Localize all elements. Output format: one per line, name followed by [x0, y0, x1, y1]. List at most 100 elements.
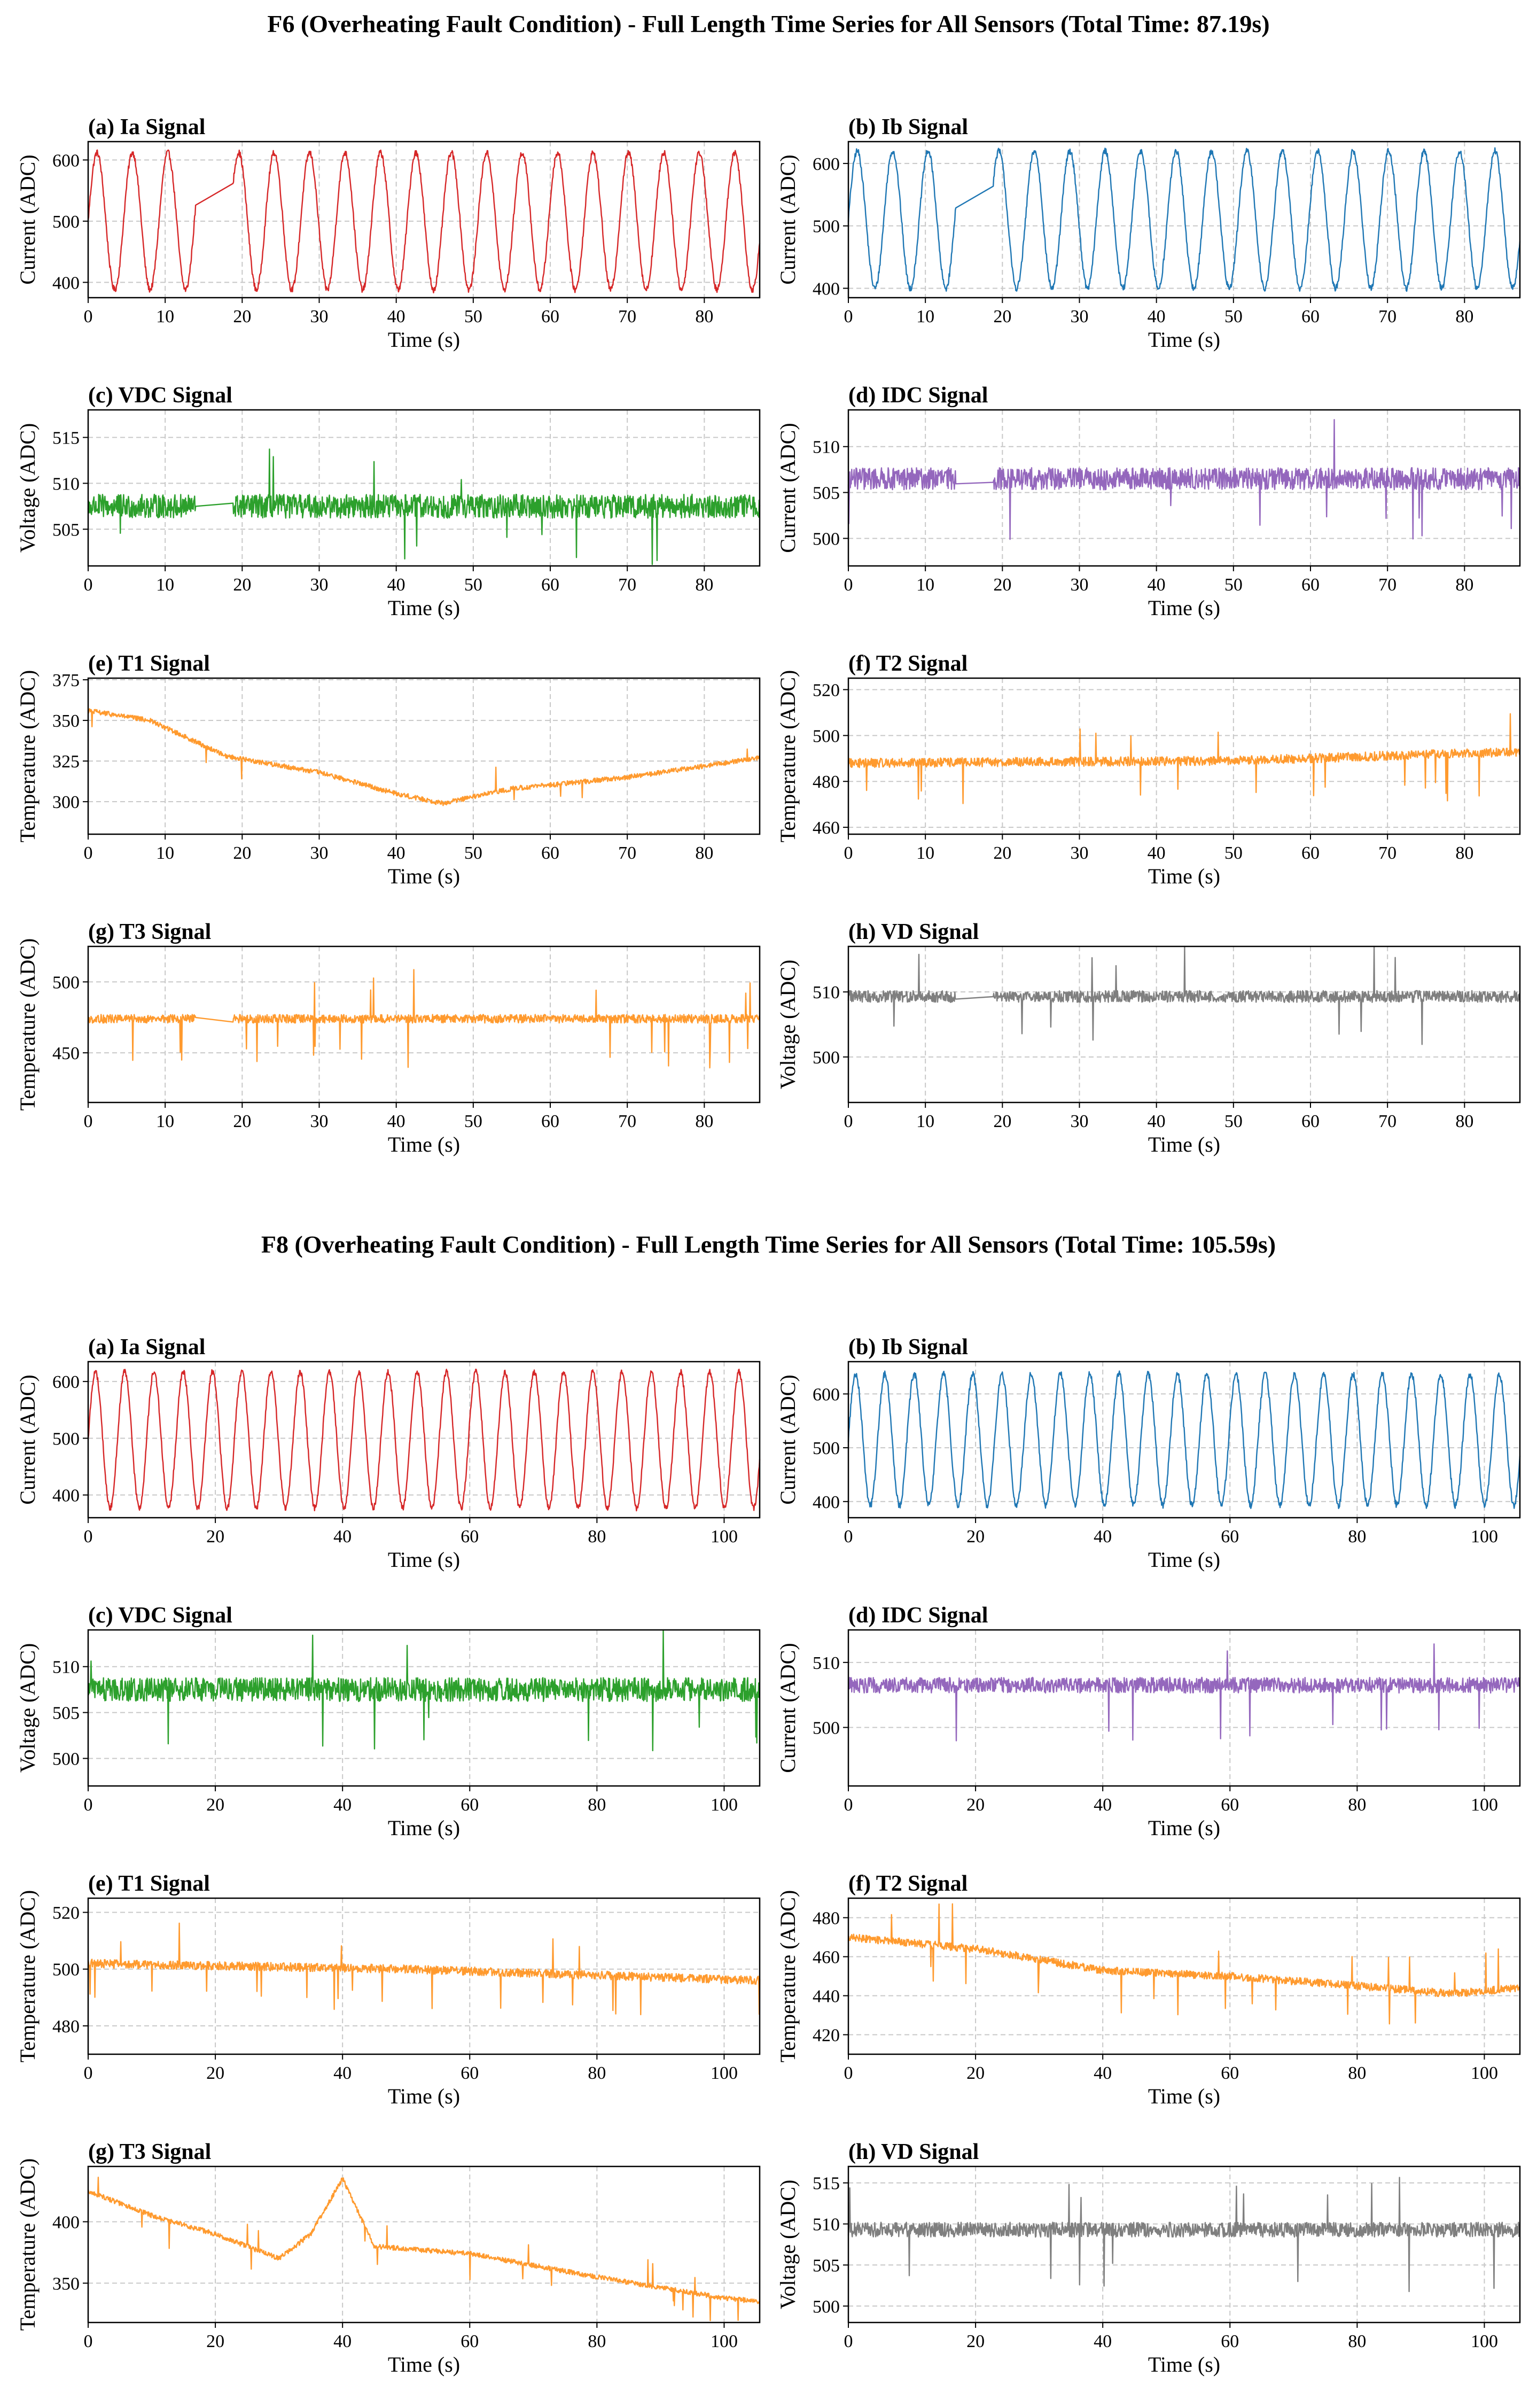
fig8-panel-a-axes-frame [87, 1361, 761, 1519]
fig8-panel-d-ytick-label: 510 [813, 1653, 840, 1673]
fig6-panel-d-axes-frame [847, 409, 1521, 567]
fig8-panel-g-title: (g) T3 Signal [88, 2140, 211, 2164]
fig8-panel-h-ytick-label: 500 [813, 2297, 840, 2317]
fig6-panel-e-grid [88, 678, 760, 834]
fig8-panel-e-series-line [87, 1922, 761, 2016]
fig8-panel-b-xtick-label: 80 [1348, 1527, 1366, 1547]
fig8-panel-c-xlabel: Time (s) [388, 1816, 460, 1840]
fig8-panel-b-xtick-label: 100 [1471, 1527, 1498, 1547]
fig8-panel-h-grid [848, 2166, 1520, 2322]
fig8-panel-h-xlabel: Time (s) [1148, 2352, 1220, 2376]
fig6-panel-h-xtick-label: 50 [1224, 1112, 1243, 1131]
fig8-panel-c-title: (c) VDC Signal [88, 1603, 232, 1628]
fig6-panel-a-xtick-label: 40 [387, 307, 405, 327]
fig8-panel-b-xtick-label: 40 [1094, 1527, 1112, 1547]
fig6-panel-f-xtick-label: 60 [1301, 843, 1320, 863]
fig6-panel-e-ytick-label: 325 [52, 752, 80, 772]
fig6-panel-c-xtick-label: 80 [695, 575, 713, 595]
fig6-panel-g-ylabel: Temperature (ADC) [15, 938, 40, 1111]
fig8-panel-b-xtick-label: 60 [1221, 1527, 1239, 1547]
fig6-panel-f-xtick-label: 20 [993, 843, 1011, 863]
fig8-panel-f-ytick-label: 480 [813, 1909, 840, 1929]
fig6-panel-h-series-line [847, 945, 1521, 1045]
fig6-panel-e-ytick-label: 300 [52, 793, 80, 812]
fig8-panel-f-ytick-label: 460 [813, 1948, 840, 1968]
fig6-panel-a-xtick-label: 10 [156, 307, 174, 327]
fig6-panel-h-xtick-label: 0 [844, 1112, 853, 1131]
fig6-panel-c-xtick-label: 30 [310, 575, 329, 595]
figure-title-f8: F8 (Overheating Fault Condition) - Full … [261, 1231, 1276, 1258]
fig6-panel-b-title: (b) Ib Signal [848, 115, 968, 139]
fig6-panel-d-xtick-label: 50 [1224, 575, 1243, 595]
fig6-panel-f-ytick-label: 500 [813, 726, 840, 746]
fig8-panel-a-ytick-label: 400 [52, 1486, 80, 1506]
figure-title-f6: F6 (Overheating Fault Condition) - Full … [267, 10, 1270, 37]
fig6-panel-b: (b) Ib Signal 0 10 20 30 40 50 60 70 80 400 500 600 T… [776, 115, 1521, 352]
fig6-panel-g-xtick-label: 70 [618, 1112, 636, 1131]
fig6-panel-f-ytick-label: 520 [813, 680, 840, 700]
fig6-panel-b-xtick-label: 30 [1071, 307, 1089, 327]
fig8-panel-b-ytick-label: 600 [813, 1385, 840, 1404]
fig6-panel-h-title: (h) VD Signal [848, 920, 979, 944]
fig6-panel-f-xtick-label: 10 [916, 843, 934, 863]
fig6-panel-c-xtick-label: 20 [233, 575, 251, 595]
fig8-panel-d-xtick-label: 0 [844, 1795, 853, 1815]
fig6-panel-h-xlabel: Time (s) [1148, 1132, 1220, 1156]
fig6-panel-c-xtick-label: 40 [387, 575, 405, 595]
fig8-panel-b-series-line [847, 1370, 1521, 1509]
fig8-panel-g-xtick-label: 20 [206, 2332, 224, 2351]
fig6-panel-e-ytick-label: 375 [52, 671, 80, 690]
fig6-panel-d-xlabel: Time (s) [1148, 596, 1220, 620]
fig8-panel-h-xtick-label: 60 [1221, 2332, 1239, 2351]
fig6-panel-c-xtick-label: 0 [84, 575, 93, 595]
fig8-panel-g-series-line [87, 2177, 761, 2321]
fig6-panel-d-xtick-label: 30 [1071, 575, 1089, 595]
fig8-panel-h-title: (h) VD Signal [848, 2140, 979, 2164]
fig6-panel-h-ylabel: Voltage (ADC) [776, 960, 800, 1090]
fig8-panel-a-xtick-label: 40 [333, 1527, 352, 1547]
fig8-panel-d-title: (d) IDC Signal [848, 1603, 988, 1628]
fig6-panel-c-grid [88, 410, 760, 566]
fig6-panel-g-xtick-label: 80 [695, 1112, 713, 1131]
fig6-panel-h-xtick-label: 40 [1148, 1112, 1166, 1131]
fig6-panel-b-xtick-label: 10 [916, 307, 934, 327]
fig8-panel-a-xtick-label: 20 [206, 1527, 224, 1547]
fig6-panel-e-xtick-label: 70 [618, 843, 636, 863]
fig6-panel-g-xtick-label: 50 [464, 1112, 482, 1131]
fig8-panel-d-xtick-label: 20 [966, 1795, 985, 1815]
fig6-panel-d-xtick-label: 40 [1148, 575, 1166, 595]
fig8-panel-d-xtick-label: 80 [1348, 1795, 1366, 1815]
fig8-panel-e-xtick-label: 60 [461, 2063, 479, 2083]
fig6-panel-a-xtick-label: 20 [233, 307, 251, 327]
fig8-panel-b-xlabel: Time (s) [1148, 1548, 1220, 1572]
fig8-panel-g-xtick-label: 80 [588, 2332, 606, 2351]
fig8-panel-e-ytick-label: 500 [52, 1960, 80, 1980]
fig8-panel-c-ytick-label: 510 [52, 1658, 80, 1677]
fig8-panel-c-xtick-label: 40 [333, 1795, 352, 1815]
fig8-panel-b-ytick-label: 400 [813, 1493, 840, 1512]
fig8-panel-e-ytick-label: 520 [52, 1904, 80, 1923]
fig8-panel-f-xtick-label: 20 [966, 2063, 985, 2083]
fig8-panel-f-axes-frame [847, 1897, 1521, 2055]
fig8-panel-a-xtick-label: 100 [711, 1527, 738, 1547]
fig6-panel-d-ylabel: Current (ADC) [776, 423, 800, 553]
fig6-panel-e-ytick-label: 350 [52, 711, 80, 731]
fig8-panel-a-ytick-label: 600 [52, 1372, 80, 1392]
fig6-panel-a-ylabel: Current (ADC) [15, 154, 40, 284]
fig8-panel-f: (f) T2 Signal 0 20 40 60 80 100 420 440 460 480 Tim… [776, 1871, 1521, 2108]
fig8-panel-b-xtick-label: 20 [966, 1527, 985, 1547]
fig6-panel-d-xtick-label: 10 [916, 575, 934, 595]
fig6-panel-e-xtick-label: 30 [310, 843, 329, 863]
fig8-panel-e-ylabel: Temperature (ADC) [15, 1890, 40, 2063]
fig6-panel-b-xtick-label: 40 [1148, 307, 1166, 327]
fig6-panel-a-ytick-label: 600 [52, 151, 80, 170]
fig6-panel-d-xtick-label: 20 [993, 575, 1011, 595]
fig6-panel-e-xlabel: Time (s) [388, 864, 460, 888]
fig8-panel-c-series-line [87, 1629, 760, 1752]
fig6-panel-d-ytick-label: 500 [813, 529, 840, 549]
fig6-panel-c-series-line [87, 448, 761, 565]
fig8-panel-c-xtick-label: 60 [461, 1795, 479, 1815]
fig8-panel-a-xtick-label: 80 [588, 1527, 606, 1547]
fig6-panel-c: (c) VDC Signal 0 10 20 30 40 50 60 70 80 505 510 515… [15, 383, 761, 620]
fig6-panel-g-xtick-label: 0 [84, 1112, 93, 1131]
